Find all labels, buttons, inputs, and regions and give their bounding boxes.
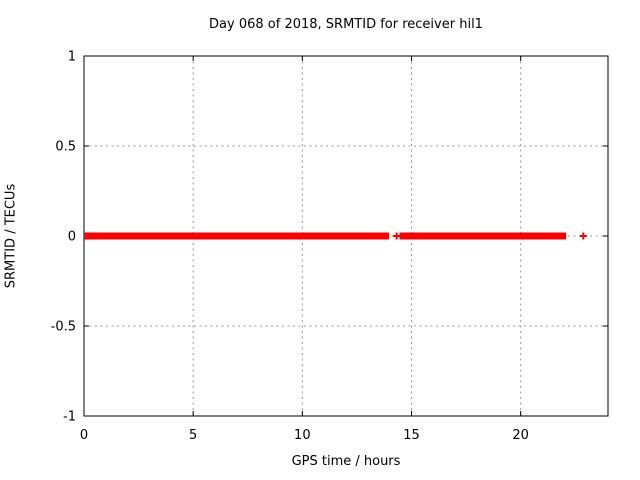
data-run-1 [399, 232, 567, 240]
y-tick-label--0.5: -0.5 [51, 320, 76, 335]
x-tick-label-0: 0 [80, 428, 88, 443]
data-point-plus-1 [579, 232, 587, 240]
y-tick-label-0.5: 0.5 [55, 140, 76, 155]
y-tick-label-1: 1 [68, 50, 76, 65]
x-tick-label-5: 5 [189, 428, 197, 443]
tick-marks [83, 55, 608, 417]
data-run-0 [84, 232, 390, 240]
x-axis-label: GPS time / hours [291, 454, 401, 469]
y-tick-label--1: -1 [63, 410, 76, 425]
x-tick-label-10: 10 [294, 428, 311, 443]
x-tick-label-15: 15 [403, 428, 420, 443]
series-srmtid [84, 232, 587, 240]
data-point-plus-0 [393, 232, 401, 240]
chart-title: Day 068 of 2018, SRMTID for receiver hil… [209, 17, 483, 32]
x-tick-label-20: 20 [512, 428, 529, 443]
y-tick-label-0: 0 [68, 230, 76, 245]
